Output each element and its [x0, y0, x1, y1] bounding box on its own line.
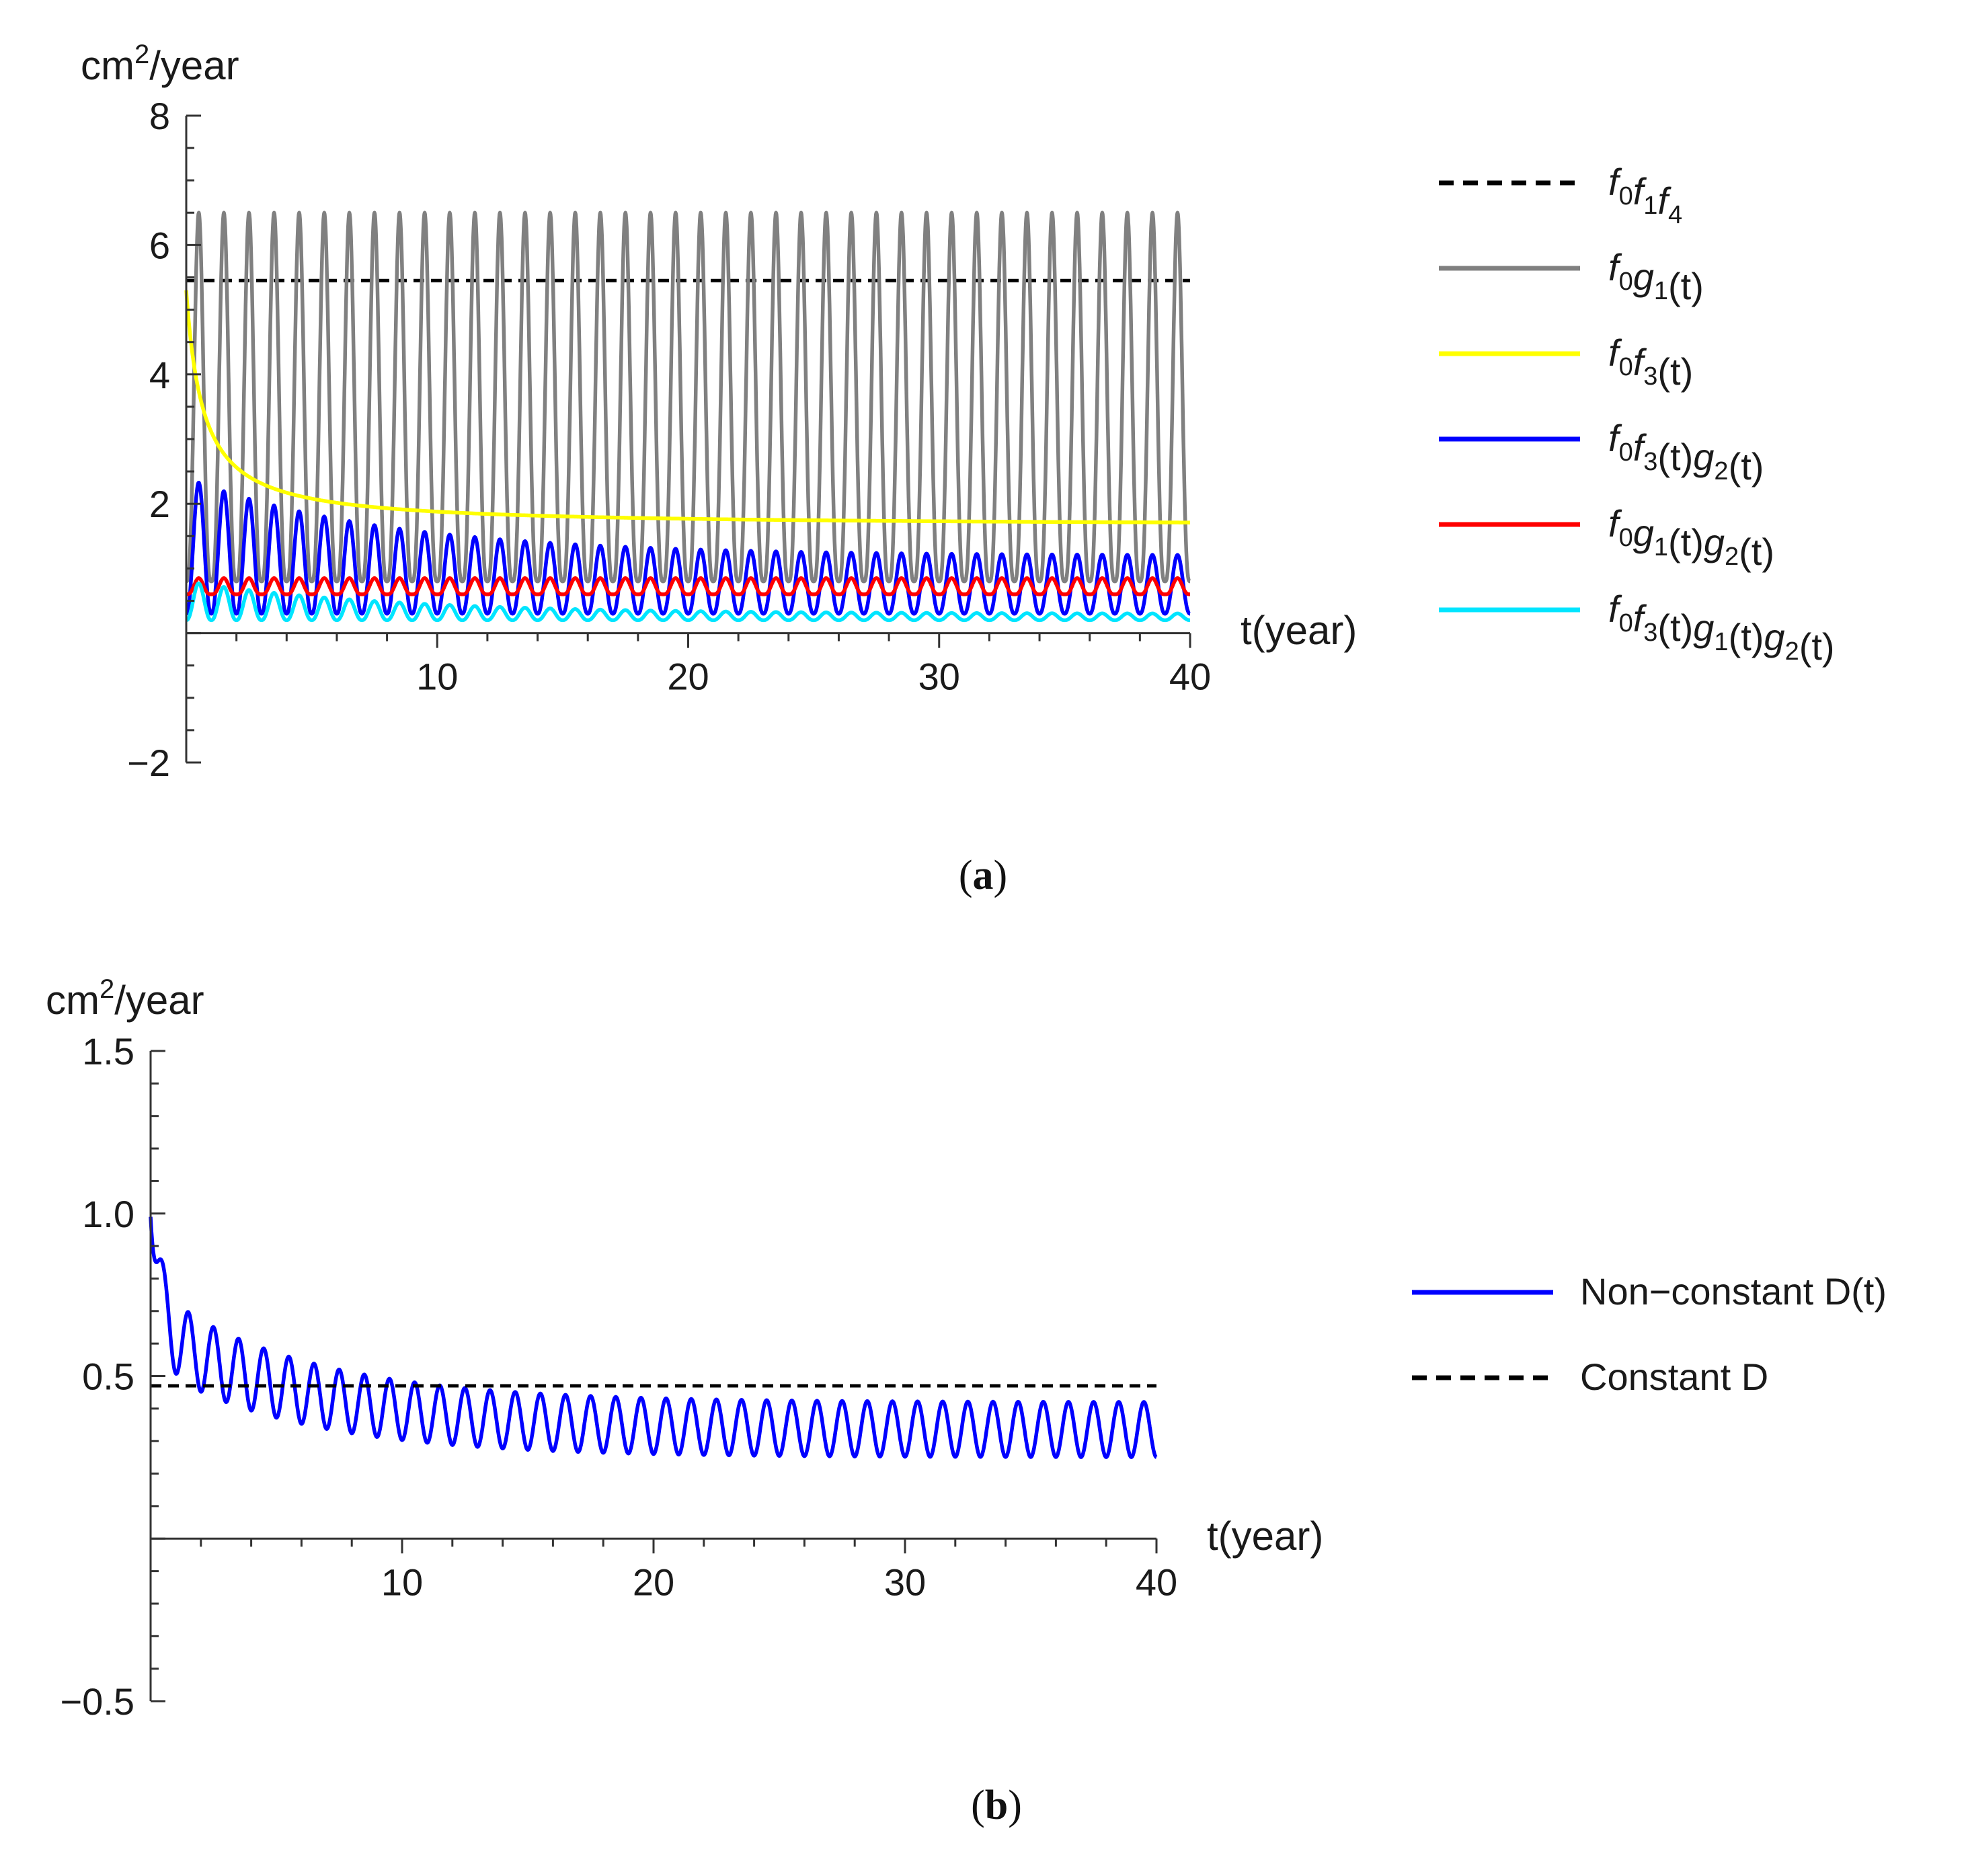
panel-b: cm2/year 10 20 30 40 −0.5 0.5 1.0 1.5 t(year) N…	[46, 974, 1887, 1828]
x-tick-label: 20	[633, 1561, 674, 1603]
x-tick-label: 20	[667, 656, 709, 698]
series-line-a-3	[184, 480, 1192, 616]
panel-a-axes: 10 20 30 40 −2 2 4 6 8	[127, 95, 1211, 784]
legend-label: f0g1(t)g2(t)	[1608, 502, 1774, 573]
legend-label: Constant D	[1580, 1356, 1768, 1398]
panel-b-caption: (b)	[971, 1783, 1022, 1828]
panel-a-caption: (a)	[959, 853, 1007, 898]
x-tick-label: 10	[416, 656, 458, 698]
legend-label: Non−constant D(t)	[1580, 1270, 1887, 1313]
y-tick-label: 4	[149, 354, 170, 396]
panel-b-series	[149, 1216, 1158, 1459]
series-line-a-2	[184, 290, 1192, 524]
series-line-a-1	[184, 210, 1192, 584]
x-tick-label: 40	[1169, 656, 1211, 698]
legend-label: f0g1(t)	[1608, 246, 1704, 307]
panel-b-legend: Non−constant D(t) Constant D	[1412, 1270, 1887, 1398]
y-tick-label: −2	[127, 742, 170, 784]
y-tick-label: 1.0	[82, 1193, 134, 1235]
legend-label: f0f1f4	[1608, 161, 1682, 229]
legend-label: f0f3(t)g2(t)	[1608, 417, 1764, 487]
panel-a-series	[184, 210, 1192, 623]
panel-a-ylabel: cm2/year	[81, 40, 239, 88]
panel-b-axes: 10 20 30 40 −0.5 0.5 1.0 1.5	[60, 1030, 1177, 1723]
y-tick-label: −0.5	[60, 1680, 134, 1723]
panel-b-ylabel: cm2/year	[46, 974, 204, 1023]
series-line-a-5	[184, 581, 1192, 623]
panel-b-xlabel: t(year)	[1207, 1514, 1323, 1559]
legend-label: f0f3(t)g1(t)g2(t)	[1608, 588, 1835, 668]
x-tick-label: 10	[381, 1561, 423, 1603]
y-tick-label: 2	[149, 483, 170, 525]
y-tick-label: 1.5	[82, 1030, 134, 1072]
series-line-a-4	[184, 576, 1192, 596]
x-tick-label: 30	[918, 656, 960, 698]
panel-a-xlabel: t(year)	[1241, 608, 1357, 653]
x-tick-label: 30	[884, 1561, 926, 1603]
series-line-b-0	[149, 1216, 1158, 1459]
legend-label: f0f3(t)	[1608, 331, 1693, 393]
y-tick-label: 6	[149, 224, 170, 266]
y-tick-label: 0.5	[82, 1356, 134, 1398]
y-tick-label: 8	[149, 95, 170, 137]
x-tick-label: 40	[1136, 1561, 1177, 1603]
panel-a-legend: f0f1f4 f0g1(t) f0f3(t) f0f3(t)g2(t) f0g1(t)g…	[1439, 161, 1835, 668]
